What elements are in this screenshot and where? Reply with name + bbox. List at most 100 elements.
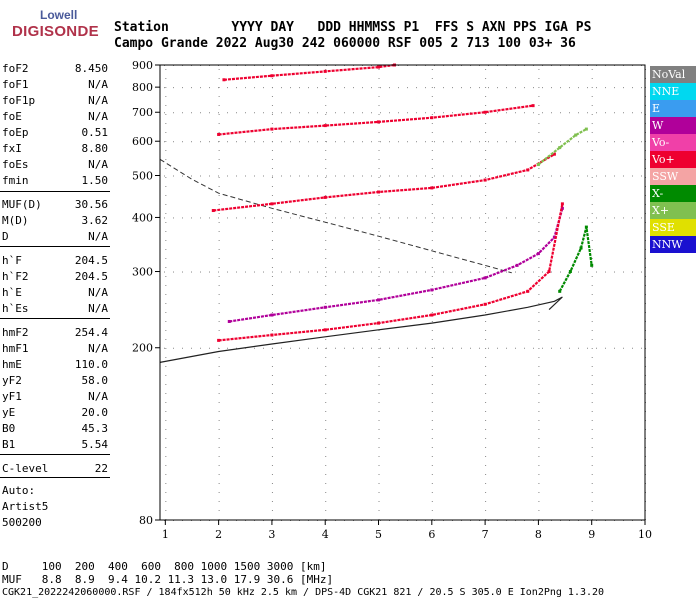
grid-dot xyxy=(591,429,593,430)
grid-dot xyxy=(538,429,540,430)
grid-dot xyxy=(398,112,399,114)
grid-dot xyxy=(515,271,516,273)
grid-dot xyxy=(218,112,219,114)
grid-dot xyxy=(325,213,327,214)
grid-dot xyxy=(218,303,220,304)
grid-dot xyxy=(479,271,480,273)
grid-dot xyxy=(398,217,399,219)
param-name: h`Es xyxy=(2,302,29,315)
grid-dot xyxy=(605,217,606,219)
grid-dot xyxy=(263,175,264,177)
grid-dot xyxy=(353,112,354,114)
data-point xyxy=(430,288,434,292)
param-row: h`E N/A xyxy=(2,285,108,301)
plot-frame xyxy=(159,64,646,521)
grid-dot xyxy=(605,87,606,89)
grid-dot xyxy=(591,78,593,79)
grid-dot xyxy=(271,456,273,457)
data-point xyxy=(526,168,530,172)
data-point xyxy=(552,235,556,239)
grid-dot xyxy=(416,175,417,177)
grid-dot xyxy=(591,114,593,115)
grid-dot xyxy=(485,195,487,196)
grid-dot xyxy=(281,271,282,273)
logo-digisonde: DIGISONDE xyxy=(12,23,99,40)
x-tick-label: 3 xyxy=(268,528,275,541)
grid-dot xyxy=(218,177,220,178)
grid-dot xyxy=(218,312,220,313)
grid-dot xyxy=(591,123,593,124)
grid-dot xyxy=(538,87,540,88)
grid-dot xyxy=(591,141,593,142)
grid-dot xyxy=(209,217,210,219)
grid-dot xyxy=(317,347,318,349)
grid-dot xyxy=(263,112,264,114)
grid-dot xyxy=(591,321,593,322)
grid-dot xyxy=(271,357,273,358)
grid-dot xyxy=(317,141,318,143)
grid-dot xyxy=(263,141,264,143)
grid-dot xyxy=(165,168,167,169)
grid-dot xyxy=(191,217,192,219)
param-value: 1.50 xyxy=(81,174,109,187)
grid-dot xyxy=(591,267,593,268)
grid-dot xyxy=(591,150,593,151)
grid-dot xyxy=(271,123,273,124)
param-row: foF1 N/A xyxy=(2,77,108,93)
grid-dot xyxy=(431,222,433,223)
grid-dot xyxy=(271,366,273,367)
grid-dot xyxy=(524,87,525,89)
grid-dot xyxy=(325,492,327,493)
grid-dot xyxy=(398,141,399,143)
grid-dot xyxy=(431,465,433,466)
legend-item: X- xyxy=(650,185,696,202)
grid-dot xyxy=(485,87,487,88)
muf-curve xyxy=(159,158,512,274)
data-point xyxy=(270,202,274,206)
grid-dot xyxy=(538,240,540,241)
data-point xyxy=(270,333,274,337)
grid-dot xyxy=(325,285,327,286)
grid-dot xyxy=(378,240,380,241)
grid-dot xyxy=(378,420,380,421)
data-point xyxy=(483,302,487,306)
grid-dot xyxy=(378,330,380,331)
legend-item: NNW xyxy=(650,236,696,253)
grid-dot xyxy=(591,465,593,466)
grid-dot xyxy=(591,69,593,70)
grid-dot xyxy=(538,285,540,286)
grid-dot xyxy=(271,177,273,178)
grid-dot xyxy=(452,175,453,177)
grid-dot xyxy=(431,420,433,421)
data-point xyxy=(217,132,221,136)
x-tick-label: 4 xyxy=(322,528,329,541)
grid-dot xyxy=(506,141,507,143)
grid-dot xyxy=(434,217,435,219)
grid-dot xyxy=(538,123,540,124)
grid-dot xyxy=(578,347,579,349)
grid-dot xyxy=(485,321,487,322)
grid-dot xyxy=(325,159,327,160)
grid-dot xyxy=(431,510,433,511)
grid-dot xyxy=(353,141,354,143)
grid-dot xyxy=(299,347,300,349)
grid-dot xyxy=(485,132,487,133)
distance-row: D 100 200 400 600 800 1000 1500 3000 [km… xyxy=(2,560,327,573)
grid-dot xyxy=(443,347,444,349)
param-name: yF2 xyxy=(2,374,22,387)
grid-dot xyxy=(326,271,327,273)
param-value: 8.450 xyxy=(74,62,108,75)
grid-dot xyxy=(485,330,487,331)
grid-dot xyxy=(398,347,399,349)
grid-dot xyxy=(218,465,220,466)
grid-dot xyxy=(165,420,167,421)
x-tick-label: 1 xyxy=(162,528,169,541)
param-name: fmin xyxy=(2,174,29,187)
x-tick-label: 7 xyxy=(482,528,489,541)
grid-dot xyxy=(443,175,444,177)
grid-dot xyxy=(272,87,273,89)
grid-dot xyxy=(569,87,570,89)
grid-dot xyxy=(378,96,380,97)
grid-dot xyxy=(591,393,593,394)
grid-dot xyxy=(335,141,336,143)
